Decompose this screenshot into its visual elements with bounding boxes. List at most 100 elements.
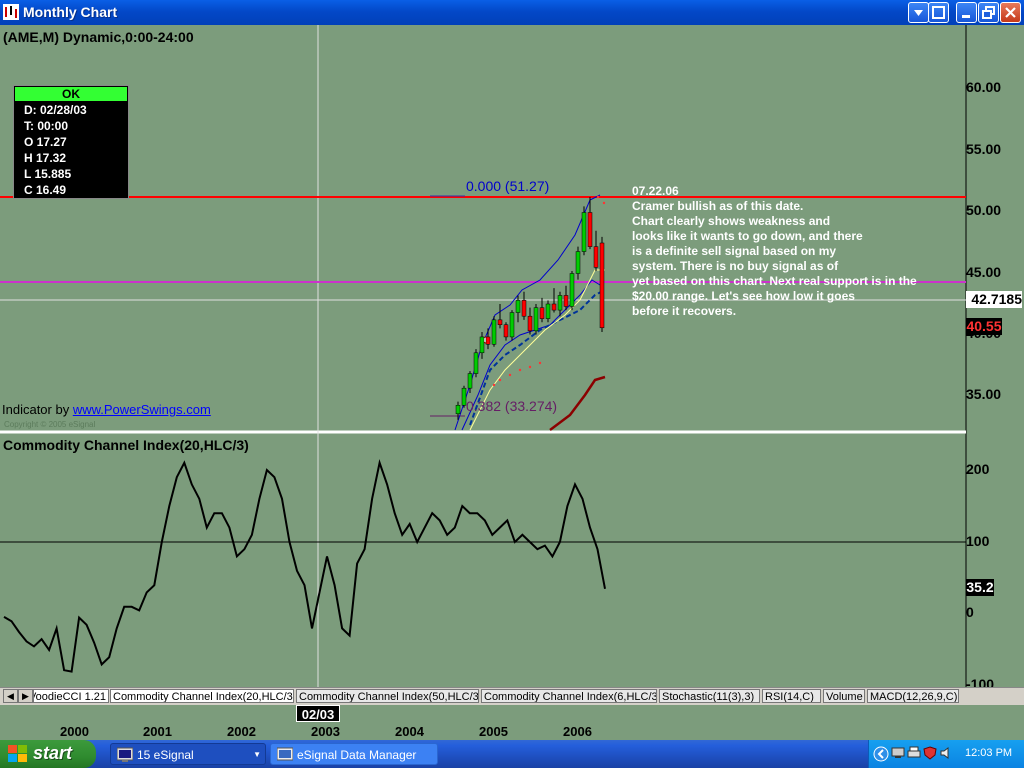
- candle-body[interactable]: [485, 336, 491, 345]
- cci-tick: 0: [966, 604, 974, 620]
- candle-body[interactable]: [527, 315, 533, 332]
- annotation-line: Chart clearly shows weakness and: [632, 214, 831, 228]
- candle-body[interactable]: [467, 373, 473, 389]
- candle-body[interactable]: [551, 303, 557, 311]
- year-label: 2000: [60, 724, 89, 739]
- price-tick: 45.00: [966, 264, 1002, 280]
- price-candles[interactable]: [455, 197, 605, 420]
- annotation-line: 07.22.06: [632, 184, 679, 198]
- price-tick: 60.00: [966, 79, 1002, 95]
- cci-line[interactable]: [3, 459, 606, 673]
- taskbar-clock: 12:03 PM: [965, 747, 1013, 759]
- printer-icon[interactable]: [907, 746, 921, 760]
- annotation-note[interactable]: 07.22.06 Cramer bullish as of this date.…: [632, 184, 917, 319]
- indicator-credit-prefix: Indicator by: [2, 402, 73, 417]
- last-price-label: 40.55: [966, 318, 1002, 335]
- year-label: 2003: [311, 724, 340, 739]
- copyright: Copyright © 2005 eSignal: [4, 420, 96, 429]
- candle-body[interactable]: [557, 295, 563, 311]
- time-axis: 2000 2001 2002 2003 2004 2005 2006: [0, 705, 1024, 740]
- cci-tick: 200: [966, 461, 990, 477]
- tab-macd[interactable]: MACD(12,26,9,C): [867, 689, 959, 703]
- tile-window-button[interactable]: [928, 2, 949, 23]
- tab-scroll-right-icon[interactable]: ▶: [18, 689, 33, 703]
- annotation-line: before it recovers.: [632, 304, 737, 318]
- dropdown-menu-button[interactable]: [908, 2, 929, 23]
- candle-body[interactable]: [491, 319, 497, 345]
- year-label: 2006: [563, 724, 592, 739]
- chart-canvas[interactable]: [0, 25, 1024, 687]
- tab-rsi[interactable]: RSI(14,C): [762, 689, 821, 703]
- fib-top-label: 0.000 (51.27): [466, 178, 550, 194]
- candle-body[interactable]: [599, 242, 605, 329]
- candle-body[interactable]: [569, 273, 575, 307]
- powerswings-link[interactable]: www.PowerSwings.com: [72, 402, 211, 417]
- candle-body[interactable]: [563, 295, 569, 307]
- tab-cci-6[interactable]: Commodity Channel Index(6,HLC/3): [481, 689, 657, 703]
- ohlc-low: L 15.885: [24, 167, 72, 181]
- taskbar-item-data-manager[interactable]: eSignal Data Manager: [270, 743, 438, 765]
- annotation-line: $20.00 range. Let's see how low it goes: [632, 289, 855, 303]
- candle-body[interactable]: [539, 307, 545, 319]
- ohlc-high: H 17.32: [24, 151, 67, 165]
- candle-body[interactable]: [455, 405, 461, 415]
- ohlc-date: D: 02/28/03: [24, 103, 87, 117]
- start-label: start: [33, 743, 73, 763]
- data-manager-icon: [277, 747, 293, 761]
- windows-logo-icon: [8, 745, 27, 762]
- candle-body[interactable]: [515, 300, 521, 313]
- tab-cci-20[interactable]: Commodity Channel Index(20,HLC/3): [110, 689, 294, 703]
- indicator-title: Commodity Channel Index(20,HLC/3): [3, 437, 249, 453]
- chart-area[interactable]: (AME,M) Dynamic,0:00-24:00 OK D: 02/28/0…: [0, 25, 1024, 692]
- restore-button[interactable]: [978, 2, 999, 23]
- candle-body[interactable]: [575, 251, 581, 274]
- tab-stochastic[interactable]: Stochastic(11(3),3): [659, 689, 760, 703]
- window-titlebar: Monthly Chart: [0, 0, 1024, 25]
- ohlc-open: O 17.27: [24, 135, 67, 149]
- year-label: 2005: [479, 724, 508, 739]
- candle-body[interactable]: [521, 300, 527, 317]
- annotation-line: is a definite sell signal based on my: [632, 244, 837, 258]
- year-label: 2001: [143, 724, 172, 739]
- tray-expand-icon[interactable]: [873, 746, 889, 762]
- start-button[interactable]: start: [0, 740, 96, 768]
- candle-body[interactable]: [545, 303, 551, 319]
- system-tray: 12:03 PM: [868, 740, 1024, 768]
- tab-volume[interactable]: Volume: [823, 689, 865, 703]
- moving-average-line: [549, 375, 606, 431]
- candle-body[interactable]: [497, 319, 503, 325]
- close-button[interactable]: [1000, 2, 1021, 23]
- annotation-line: system. There is no buy signal as of: [632, 259, 839, 273]
- minimize-button[interactable]: [956, 2, 977, 23]
- price-tick: 35.00: [966, 386, 1002, 402]
- network-icon[interactable]: [891, 746, 905, 760]
- taskbar-item-label: eSignal Data Manager: [297, 748, 417, 762]
- tab-cci-50[interactable]: Commodity Channel Index(50,HLC/3): [296, 689, 479, 703]
- taskbar-item-esignal[interactable]: 15 eSignal ▼: [110, 743, 266, 765]
- symbol-header: (AME,M) Dynamic,0:00-24:00: [3, 29, 194, 45]
- cci-current-value: 35.2: [966, 579, 994, 596]
- speaker-icon[interactable]: [939, 746, 953, 760]
- price-tick: 50.00: [966, 202, 1002, 218]
- tab-voodiecci[interactable]: VoodieCCI 1.21: [33, 689, 109, 703]
- security-shield-icon[interactable]: [923, 746, 937, 760]
- annotation-line: yet based on this chart. Next real suppo…: [632, 274, 917, 288]
- candle-body[interactable]: [581, 212, 587, 252]
- candle-body[interactable]: [503, 324, 509, 338]
- candle-body[interactable]: [473, 352, 479, 374]
- annotation-line: Cramer bullish as of this date.: [632, 199, 804, 213]
- group-dropdown-icon: ▼: [253, 750, 261, 759]
- candle-body[interactable]: [479, 336, 485, 354]
- window-title: Monthly Chart: [23, 4, 118, 20]
- candle-body[interactable]: [461, 387, 467, 406]
- indicator-credit: Indicator by www.PowerSwings.com: [2, 402, 211, 417]
- tab-scroll-left-icon[interactable]: ◀: [3, 689, 18, 703]
- trailing-stop-dots: [492, 195, 606, 387]
- cursor-date-label: 02/03: [296, 705, 340, 722]
- candle-body[interactable]: [533, 307, 539, 332]
- taskbar-item-label: 15 eSignal: [137, 748, 194, 762]
- candle-body[interactable]: [509, 312, 515, 338]
- ohlc-status: OK: [15, 87, 127, 101]
- candle-body[interactable]: [593, 246, 599, 268]
- candle-body[interactable]: [587, 212, 593, 247]
